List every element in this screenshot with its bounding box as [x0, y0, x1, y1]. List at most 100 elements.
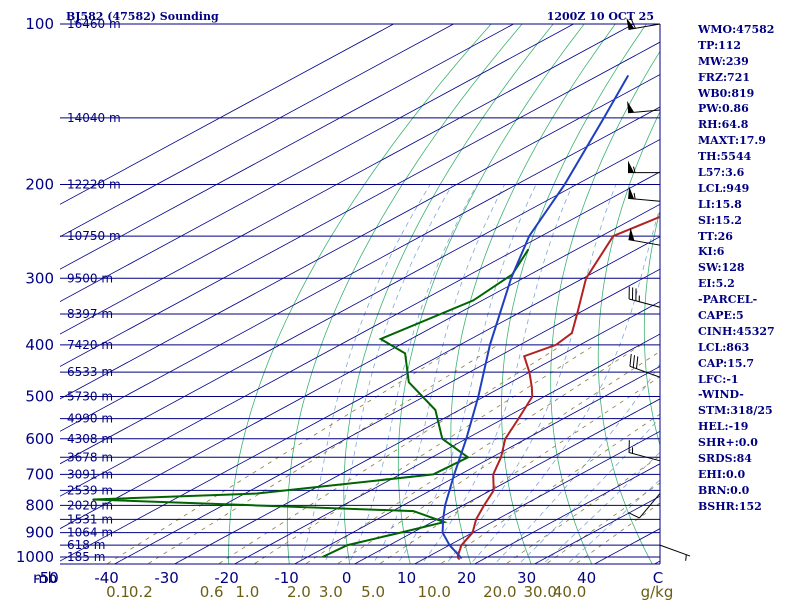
isotherm-line: [60, 24, 454, 238]
stat-line: FRZ:721: [698, 70, 751, 84]
temperature-tick-label: 40: [577, 569, 596, 587]
isotherm-line: [60, 24, 394, 205]
height-label: 618 m: [67, 538, 105, 552]
parcel-point: [442, 532, 444, 534]
isotherm-line: [413, 430, 660, 564]
dewpoint-point: [321, 556, 324, 558]
temperature-tick-label: -20: [214, 569, 239, 587]
dewpoint-point: [404, 352, 406, 355]
stat-line: HEL:-19: [698, 420, 749, 434]
dry-adiabat-line: [597, 110, 660, 564]
height-label: 1531 m: [67, 512, 113, 526]
temperature-point: [500, 456, 502, 458]
moist-adiabat-line: [396, 184, 537, 564]
pressure-tick-label: 200: [25, 175, 54, 193]
stat-line: CAPE:5: [698, 309, 744, 323]
height-label: 2539 m: [67, 483, 113, 497]
height-label: 6533 m: [67, 365, 113, 379]
parcel-point: [460, 557, 462, 559]
stat-line: SW:128: [698, 261, 745, 275]
moist-adiabat-line: [469, 206, 660, 564]
dewpoint-point: [432, 473, 434, 476]
isotherm-line: [60, 106, 660, 432]
height-label: 8397 m: [67, 307, 113, 321]
mixing-ratio-label: 0.1: [106, 583, 130, 600]
isotherm-line: [60, 24, 634, 335]
parcel-point: [528, 235, 530, 237]
height-label: 4308 m: [67, 432, 113, 446]
isotherm-line: [60, 236, 660, 562]
pressure-tick-label: 900: [25, 524, 54, 542]
temperature-point: [472, 532, 474, 534]
pressure-tick-label: 100: [25, 15, 54, 33]
mixing-ratio-line: [217, 344, 563, 564]
temperature-point: [504, 438, 506, 440]
dewpoint-point: [92, 498, 94, 501]
stat-line: TT:26: [698, 229, 733, 243]
temperature-point: [523, 355, 525, 357]
temperature-point: [531, 395, 533, 398]
moist-adiabats: [299, 184, 660, 564]
moist-adiabat-line: [445, 184, 617, 564]
stat-line: -PARCEL-: [698, 293, 758, 307]
wind-barb: [627, 100, 661, 114]
isotherm-line: [293, 366, 660, 564]
stat-line: BRN:0.0: [698, 483, 750, 497]
series-parcel-line: [441, 75, 629, 559]
dry-adiabat-line: [228, 24, 492, 564]
dry-adiabat-line: [775, 24, 800, 568]
series-dewpoint-line: [92, 249, 530, 558]
stat-line: WB0:819: [698, 86, 755, 100]
isotherm-line: [60, 24, 514, 270]
moist-adiabat-line: [421, 184, 574, 564]
temperature-point: [528, 371, 531, 373]
temperature-tick-label: 10: [397, 569, 416, 587]
parcel-point: [603, 117, 605, 119]
dewpoint-point: [467, 456, 469, 458]
wind-barb: [628, 186, 661, 202]
isotherm-line: [60, 203, 660, 530]
temperature-unit-label: C: [653, 569, 663, 587]
temperature-point: [517, 418, 520, 420]
dewpoint-point: [252, 504, 254, 506]
height-label: 10750 m: [67, 229, 121, 243]
isotherm-line: [60, 24, 574, 303]
mixing-ratio-line: [146, 344, 499, 564]
dry-adiabat-line: [550, 50, 660, 564]
height-label: 3678 m: [67, 450, 113, 464]
moist-adiabat-line: [518, 417, 660, 564]
parcel-point: [453, 473, 455, 476]
mixing-ratio-line: [106, 344, 461, 564]
parcel-point: [442, 518, 444, 520]
dewpoint-point: [408, 381, 410, 383]
parcel-point: [627, 75, 629, 77]
isotherm-line: [233, 333, 660, 564]
wind-barb: [659, 544, 691, 561]
dewpoint-point: [527, 248, 529, 251]
pressure-unit-label: mb: [33, 569, 57, 587]
stat-line: PW:0.86: [698, 102, 749, 116]
valid-time: 1200Z 10 OCT 25: [547, 10, 654, 23]
stat-line: KI:6: [698, 245, 725, 259]
mixing-ratio-label: 10.0: [418, 583, 451, 600]
stat-line: L57:3.6: [698, 166, 745, 180]
height-label: 3091 m: [67, 467, 113, 481]
mixing-ratio-label: 30.0: [523, 583, 556, 600]
stat-line: SRDS:84: [698, 452, 752, 466]
dry-adiabat-line: [450, 24, 616, 564]
wind-barb-column: [626, 16, 691, 561]
mixing-ratio-line: [253, 344, 595, 564]
isotherm-line: [173, 301, 660, 564]
temperature-tick-label: 20: [457, 569, 476, 587]
sounding-profiles: [92, 75, 660, 560]
temperature-tick-label: -30: [154, 569, 179, 587]
temperature-point: [460, 544, 463, 546]
stat-line: TP:112: [698, 38, 742, 52]
stat-line: SI:15.2: [698, 213, 742, 227]
mixing-ratio-line: [304, 344, 642, 564]
temperature-point: [571, 332, 573, 334]
mixing-ratio-label: 3.0: [319, 583, 343, 600]
parcel-point: [448, 544, 451, 546]
temperature-tick-label: 30: [517, 569, 536, 587]
